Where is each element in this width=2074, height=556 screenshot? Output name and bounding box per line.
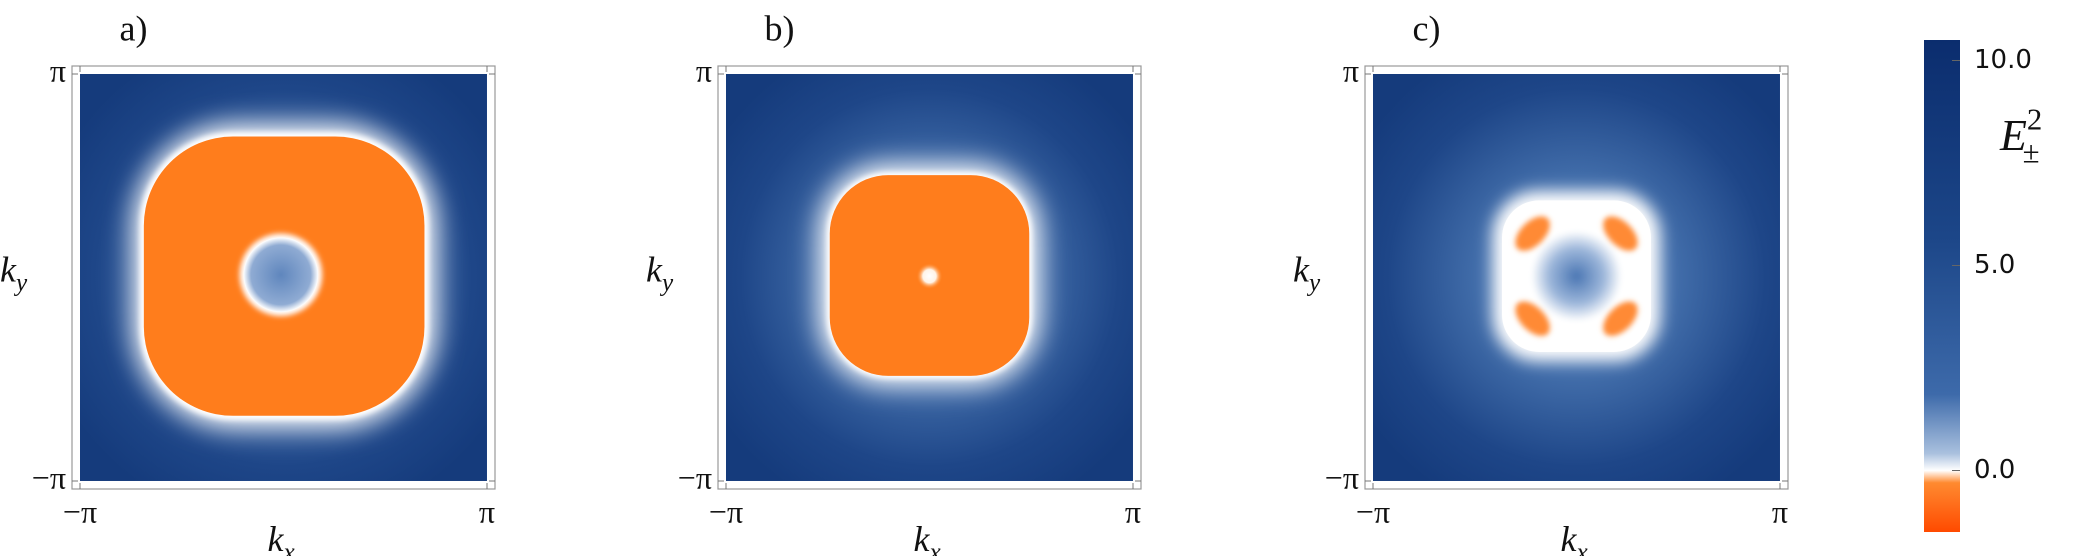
label-sub: y [659, 269, 674, 296]
label-sub: x [928, 539, 940, 556]
plot-frame [1364, 65, 1789, 490]
axis-label: ky [1293, 250, 1321, 296]
x-tick-label: π [1772, 493, 1788, 529]
label-sub: x [282, 539, 294, 556]
x-tick-label: π [479, 493, 495, 529]
label-sub: ± [2022, 135, 2039, 169]
x-tick-label: −π [709, 493, 743, 529]
colorbar-tick-label: 0.0 [1974, 455, 2015, 485]
colorbar-tick-label: 10.0 [1974, 45, 2032, 75]
label-sup: 2 [2027, 102, 2042, 136]
label-sub: x [1575, 539, 1587, 556]
axis-label: kx [914, 519, 941, 556]
panel-label: a) [120, 8, 148, 48]
axis-label: kx [1561, 519, 1588, 556]
label-base: E [1999, 111, 2027, 160]
y-tick-label: −π [32, 459, 66, 495]
label-sub: y [1306, 269, 1321, 296]
y-tick-label: π [696, 52, 712, 88]
y-tick-label: −π [1325, 459, 1359, 495]
y-tick-label: π [50, 52, 66, 88]
axis-label: ky [0, 250, 28, 296]
label-base: k [1293, 250, 1310, 290]
y-tick-label: π [1343, 52, 1359, 88]
x-tick-label: −π [63, 493, 97, 529]
axis-label: ky [646, 250, 674, 296]
axis-label: E2 ± [1999, 102, 2042, 169]
label-base: k [646, 250, 663, 290]
panel-label: b) [765, 8, 795, 48]
y-tick-label: −π [678, 459, 712, 495]
x-tick-label: π [1125, 493, 1141, 529]
label-base: k [1561, 519, 1578, 556]
colorbar-tick-label: 5.0 [1974, 250, 2015, 280]
label-sub: y [13, 269, 28, 296]
plot-frame [71, 65, 496, 490]
plot-frame [717, 65, 1142, 490]
label-base: k [914, 519, 931, 556]
heatmap-a [80, 74, 487, 481]
x-tick-label: −π [1356, 493, 1390, 529]
heatmap-c [1373, 74, 1780, 481]
label-base: k [0, 250, 17, 290]
label-base: k [268, 519, 285, 556]
heatmap-b [726, 74, 1133, 481]
axis-label: kx [268, 519, 295, 556]
panel-label: c) [1413, 8, 1441, 48]
colorbar [1924, 40, 1960, 532]
